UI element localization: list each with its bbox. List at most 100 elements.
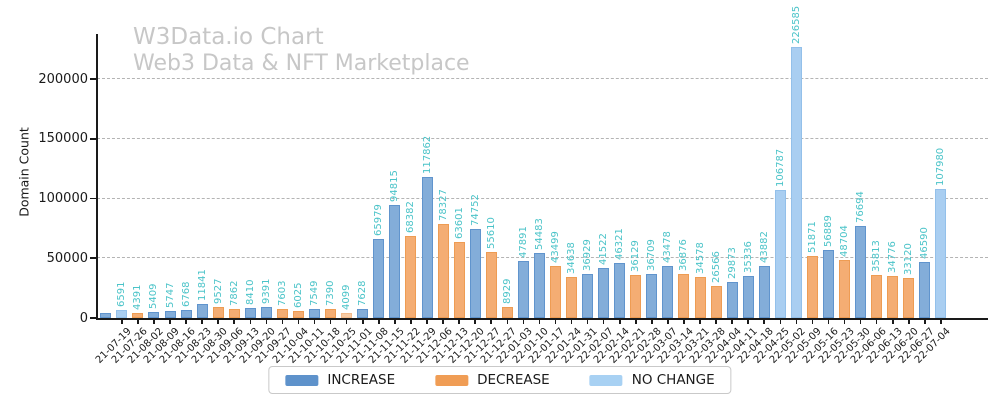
bar[interactable] <box>212 306 224 318</box>
bar[interactable] <box>293 310 305 318</box>
bar-value-label: 107980 <box>935 147 947 186</box>
bar[interactable] <box>630 274 642 318</box>
bar[interactable] <box>790 47 802 318</box>
bar[interactable] <box>469 228 481 318</box>
bar[interactable] <box>646 274 658 318</box>
bar[interactable] <box>309 308 321 318</box>
chart-title: W3Data.io Chart <box>133 24 324 50</box>
x-tick-mark <box>554 319 557 324</box>
bar[interactable] <box>566 276 578 318</box>
x-tick-mark <box>442 319 444 324</box>
y-tick-label: 200000 <box>38 71 88 87</box>
bar-value-label: 5409 <box>148 283 160 309</box>
bar[interactable] <box>357 308 369 318</box>
x-tick-mark <box>217 319 219 324</box>
x-tick-mark <box>843 319 846 324</box>
bar[interactable] <box>742 275 754 318</box>
bar[interactable] <box>582 273 594 318</box>
x-axis-spine <box>96 318 988 320</box>
bar[interactable] <box>116 310 128 318</box>
bar-value-label: 78327 <box>437 189 449 222</box>
x-tick-mark <box>490 319 493 324</box>
chart-title-block: W3Data.io Chart Web3 Data & NFT Marketpl… <box>133 24 470 77</box>
bar[interactable] <box>180 309 192 318</box>
bar[interactable] <box>164 311 176 318</box>
bar-value-label: 43882 <box>758 230 770 263</box>
bar-value-label: 51871 <box>806 221 818 253</box>
legend-label: INCREASE <box>327 372 396 388</box>
x-tick-mark <box>426 319 428 324</box>
bar-value-label: 7628 <box>357 280 369 306</box>
bar[interactable] <box>758 265 770 318</box>
legend-item-decrease[interactable]: DECREASE <box>435 372 550 388</box>
bar[interactable] <box>694 276 706 318</box>
bar-value-label: 43499 <box>549 231 561 264</box>
y-tick-mark <box>90 78 96 80</box>
bar[interactable] <box>887 276 899 318</box>
x-tick-mark <box>361 319 364 324</box>
bar[interactable] <box>533 252 545 318</box>
bar[interactable] <box>501 307 513 318</box>
x-tick-mark <box>297 319 300 324</box>
bar[interactable] <box>855 226 867 318</box>
x-tick-mark <box>201 319 203 324</box>
x-tick-mark <box>827 319 830 324</box>
bar[interactable] <box>389 204 401 318</box>
bar[interactable] <box>903 278 915 318</box>
bar[interactable] <box>678 273 690 318</box>
bar[interactable] <box>517 260 529 318</box>
y-tick-mark <box>90 197 96 200</box>
bar[interactable] <box>405 236 417 318</box>
bar-value-label: 36709 <box>646 239 658 272</box>
bar[interactable] <box>100 313 112 318</box>
bar-value-label: 226585 <box>790 6 802 45</box>
y-tick-mark <box>90 137 96 140</box>
bar[interactable] <box>774 190 786 318</box>
bar-value-label: 48704 <box>839 224 851 257</box>
bar[interactable] <box>148 311 160 318</box>
bar[interactable] <box>341 313 353 318</box>
bar[interactable] <box>662 266 674 318</box>
bar[interactable] <box>260 306 272 318</box>
bar[interactable] <box>549 266 561 318</box>
bar-value-label: 34638 <box>566 241 578 274</box>
bar[interactable] <box>871 275 883 318</box>
bar[interactable] <box>598 268 610 318</box>
bar[interactable] <box>710 286 722 318</box>
bar[interactable] <box>276 308 288 318</box>
bar[interactable] <box>935 188 947 318</box>
bar-value-label: 6768 <box>180 281 192 307</box>
bar[interactable] <box>132 312 144 318</box>
legend-item-no-change[interactable]: NO CHANGE <box>589 372 715 388</box>
x-tick-mark <box>795 319 798 324</box>
x-tick-mark <box>875 319 878 324</box>
bar[interactable] <box>726 282 738 318</box>
legend-swatch-icon <box>285 374 319 386</box>
bar[interactable] <box>453 241 465 318</box>
x-tick-mark <box>618 319 621 324</box>
bar[interactable] <box>806 256 818 318</box>
bar[interactable] <box>485 251 497 318</box>
bar-value-label: 46321 <box>614 227 626 260</box>
bar-value-label: 26566 <box>710 251 722 284</box>
bar[interactable] <box>373 239 385 318</box>
bar[interactable] <box>919 262 931 318</box>
bar[interactable] <box>244 307 256 318</box>
bar[interactable] <box>421 177 433 318</box>
bar[interactable] <box>614 262 626 318</box>
bar-value-label: 94815 <box>389 169 401 202</box>
x-tick-mark <box>137 319 139 324</box>
bar-value-label: 8929 <box>501 278 513 305</box>
gridline <box>97 78 988 80</box>
bar[interactable] <box>325 309 337 318</box>
y-tick-label: 100000 <box>38 191 88 206</box>
x-tick-mark <box>570 319 573 324</box>
bar-value-label: 9391 <box>260 278 272 304</box>
bar[interactable] <box>839 259 851 318</box>
legend-item-increase[interactable]: INCREASE <box>285 372 395 388</box>
bar[interactable] <box>437 224 449 318</box>
bar[interactable] <box>196 303 208 318</box>
bar[interactable] <box>228 308 240 318</box>
bar[interactable] <box>823 250 834 318</box>
bar-value-label: 117862 <box>421 135 433 175</box>
